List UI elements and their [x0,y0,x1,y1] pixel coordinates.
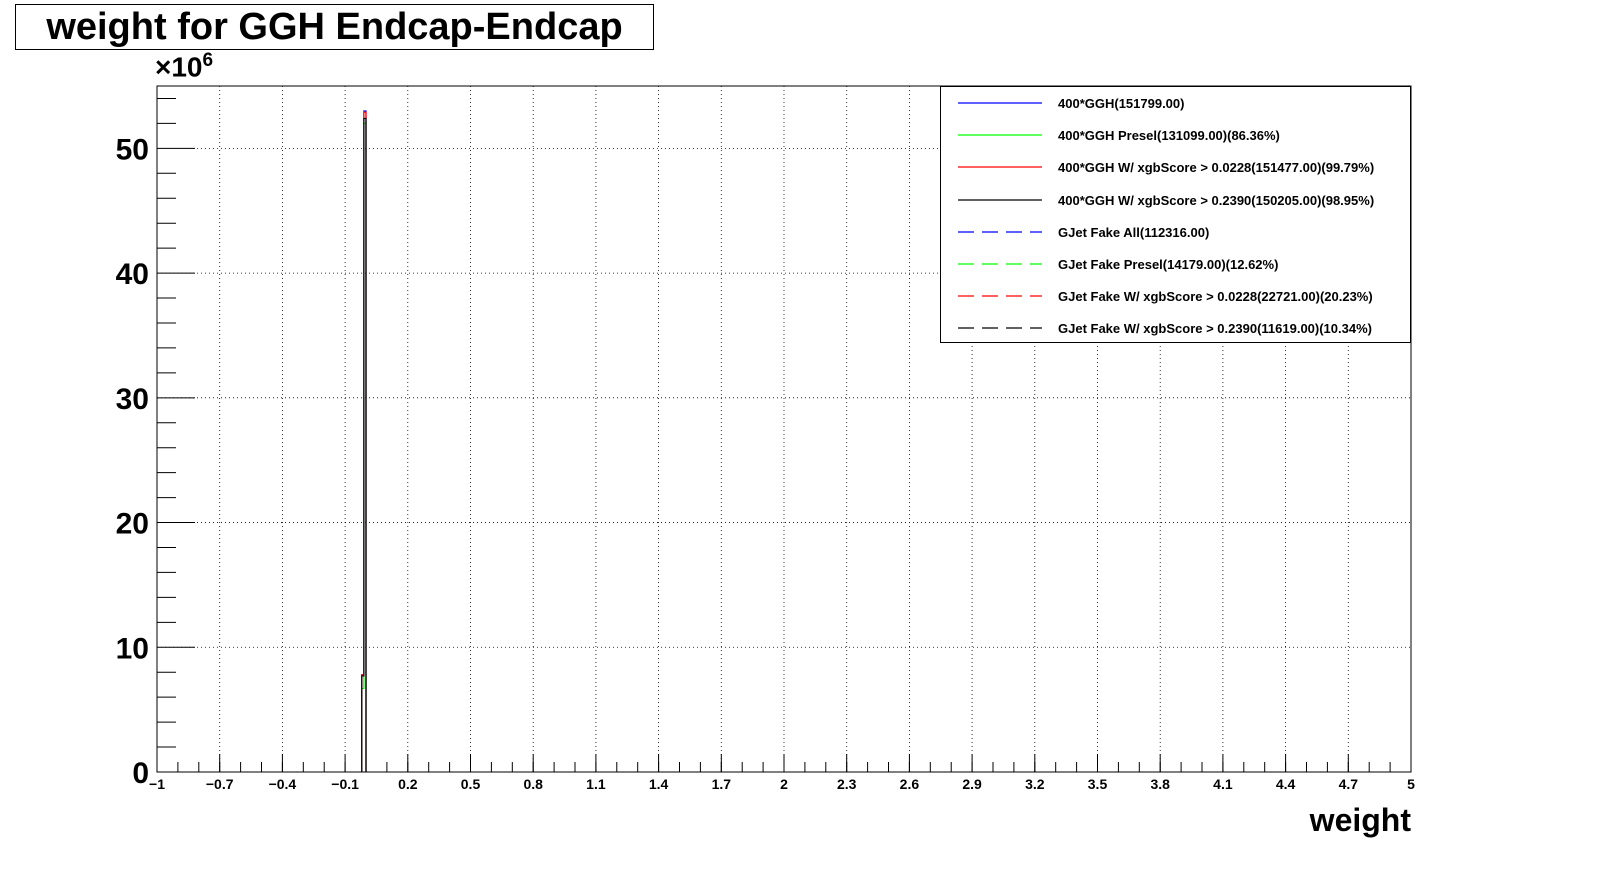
y-tick-label: 30 [116,383,149,416]
x-tick-label: 3.2 [1025,776,1045,792]
legend-swatch [958,231,1042,233]
legend-entry: GJet Fake W/ xgbScore > 0.0228(22721.00)… [941,286,1410,306]
x-tick-label: 1.1 [586,776,606,792]
legend-label: 400*GGH(151799.00) [1058,96,1185,111]
legend-entry: 400*GGH(151799.00) [941,93,1410,113]
x-tick-label: 2.3 [837,776,857,792]
legend-entry: 400*GGH Presel(131099.00)(86.36%) [941,125,1410,145]
x-tick-label: −1 [149,776,165,792]
legend-swatch [958,166,1042,168]
series-3-histogram [361,117,367,772]
y-tick-label: 0 [132,757,149,790]
y-tick-label: 40 [116,258,149,291]
y-multiplier-base: ×10 [155,51,203,83]
x-tick-labels: −1 −0.7 −0.4 −0.1 0.2 0.5 0.8 1.1 1.4 1.7 2 2.3 2.6 2… [149,776,1415,792]
legend-label: GJet Fake W/ xgbScore > 0.2390(11619.00)… [1058,321,1372,337]
x-tick-label: 3.5 [1088,776,1108,792]
legend-entry: 400*GGH W/ xgbScore > 0.2390(150205.00)(… [941,190,1410,210]
x-tick-label: 0.5 [461,776,481,792]
legend-label: 400*GGH Presel(131099.00)(86.36%) [1058,128,1280,144]
y-multiplier-exponent: 6 [202,50,214,71]
axes [156,85,1412,773]
y-tick-labels: 0 10 20 30 40 50 [116,133,149,790]
legend-entry: 400*GGH W/ xgbScore > 0.0228(151477.00)(… [941,157,1410,177]
legend-entry: GJet Fake All(112316.00) [941,222,1410,242]
legend-label: 400*GGH W/ xgbScore > 0.0228(151477.00)(… [1058,160,1375,176]
x-tick-label: 4.1 [1213,776,1233,792]
x-tick-label: 1.7 [712,776,732,792]
x-tick-label: 0.8 [523,776,543,792]
x-tick-label: −0.1 [331,776,359,792]
legend-label: GJet Fake All(112316.00) [1058,224,1210,240]
legend-label: 400*GGH W/ xgbScore > 0.2390(150205.00)(… [1058,192,1375,208]
x-tick-label: 2.9 [962,776,982,792]
chart-title: weight for GGH Endcap-Endcap [46,5,623,48]
y-axis-multiplier: ×106 [155,50,213,83]
x-tick-label: 4.7 [1339,776,1359,792]
x-tick-label: 1.4 [649,776,669,792]
x-tick-label: −0.7 [206,776,234,792]
x-tick-label: 4.4 [1276,776,1296,792]
legend-label: GJet Fake Presel(14179.00)(12.62%) [1058,257,1279,272]
x-tick-label: −0.4 [269,776,297,792]
legend-entry: GJet Fake Presel(14179.00)(12.62%) [941,254,1410,274]
legend-swatch [958,263,1042,265]
legend: 400*GGH(151799.00) 400*GGH Presel(131099.… [940,86,1411,343]
legend-swatch [958,134,1042,136]
y-tick-label: 10 [116,632,149,665]
y-tick-label: 20 [116,508,149,541]
chart-title-box: weight for GGH Endcap-Endcap [15,4,654,50]
histogram-bars [361,110,367,772]
y-tick-label: 50 [116,133,149,166]
x-tick-label: 3.8 [1150,776,1170,792]
x-axis-label: weight [1309,802,1411,838]
legend-swatch [958,295,1042,297]
legend-swatch [958,198,1042,201]
x-tick-label: 0.2 [398,776,418,792]
legend-entry: GJet Fake W/ xgbScore > 0.2390(11619.00)… [941,318,1410,338]
x-tick-label: 2.6 [900,776,920,792]
legend-label: GJet Fake W/ xgbScore > 0.0228(22721.00)… [1058,289,1373,305]
legend-swatch [958,102,1042,104]
legend-swatch [958,327,1042,329]
x-tick-label: 5 [1407,776,1415,792]
x-tick-label: 2 [780,776,788,792]
